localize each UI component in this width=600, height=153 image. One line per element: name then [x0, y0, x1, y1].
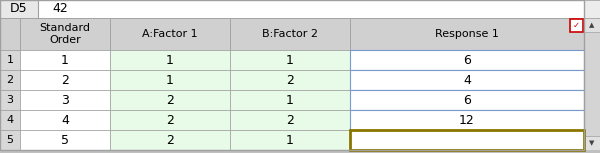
Text: B:Factor 2: B:Factor 2 — [262, 29, 318, 39]
Bar — [230, 18, 350, 50]
Text: 6: 6 — [463, 93, 471, 106]
Bar — [110, 18, 230, 50]
Text: A:Factor 1: A:Factor 1 — [142, 29, 198, 39]
Bar — [350, 50, 584, 70]
Bar — [20, 90, 110, 110]
Text: ✓: ✓ — [573, 21, 580, 30]
Bar — [0, 130, 20, 150]
Text: Standard
Order: Standard Order — [40, 23, 91, 45]
Bar — [0, 0, 600, 18]
Text: 2: 2 — [286, 73, 294, 86]
Bar — [20, 50, 110, 70]
Bar — [230, 70, 350, 90]
Text: 1: 1 — [61, 54, 69, 67]
Text: 3: 3 — [7, 95, 14, 105]
Text: 2: 2 — [166, 93, 174, 106]
Text: D5: D5 — [10, 2, 28, 15]
Text: 42: 42 — [459, 134, 475, 147]
Bar — [38, 0, 584, 18]
Bar — [20, 70, 110, 90]
Bar — [0, 50, 20, 70]
Text: 2: 2 — [61, 73, 69, 86]
Text: 1: 1 — [286, 134, 294, 147]
Text: ▲: ▲ — [589, 22, 595, 28]
Text: 6: 6 — [463, 54, 471, 67]
Text: 1: 1 — [166, 54, 174, 67]
Bar — [350, 18, 584, 50]
Text: 1: 1 — [286, 93, 294, 106]
Bar — [350, 110, 584, 130]
Bar — [350, 90, 584, 110]
Bar — [20, 18, 110, 50]
Bar — [230, 90, 350, 110]
Text: 1: 1 — [7, 55, 14, 65]
Text: 1: 1 — [166, 73, 174, 86]
Text: ▼: ▼ — [589, 140, 595, 146]
Text: 2: 2 — [7, 75, 14, 85]
Bar — [20, 110, 110, 130]
Text: 1: 1 — [286, 54, 294, 67]
Bar — [350, 130, 584, 150]
Bar — [110, 110, 230, 130]
Text: 2: 2 — [286, 114, 294, 127]
Bar — [350, 70, 584, 90]
Bar — [584, 18, 600, 150]
Bar — [570, 19, 583, 32]
Bar — [110, 90, 230, 110]
Bar — [110, 50, 230, 70]
Bar — [230, 50, 350, 70]
Bar — [0, 70, 20, 90]
Bar — [230, 110, 350, 130]
Text: Response 1: Response 1 — [435, 29, 499, 39]
Bar — [230, 130, 350, 150]
Text: 42: 42 — [52, 2, 68, 15]
Text: 3: 3 — [61, 93, 69, 106]
Bar — [0, 0, 38, 18]
Text: 5: 5 — [61, 134, 69, 147]
Text: 5: 5 — [7, 135, 14, 145]
Text: 12: 12 — [459, 114, 475, 127]
Text: 2: 2 — [166, 134, 174, 147]
Text: 4: 4 — [7, 115, 14, 125]
Bar — [110, 70, 230, 90]
Text: 2: 2 — [166, 114, 174, 127]
Text: 4: 4 — [61, 114, 69, 127]
Bar — [0, 18, 20, 50]
Bar — [0, 150, 600, 153]
Bar — [584, 18, 600, 32]
Text: 4: 4 — [463, 73, 471, 86]
Bar — [20, 130, 110, 150]
Bar — [110, 130, 230, 150]
Bar — [0, 110, 20, 130]
Bar — [0, 90, 20, 110]
Bar — [584, 136, 600, 150]
